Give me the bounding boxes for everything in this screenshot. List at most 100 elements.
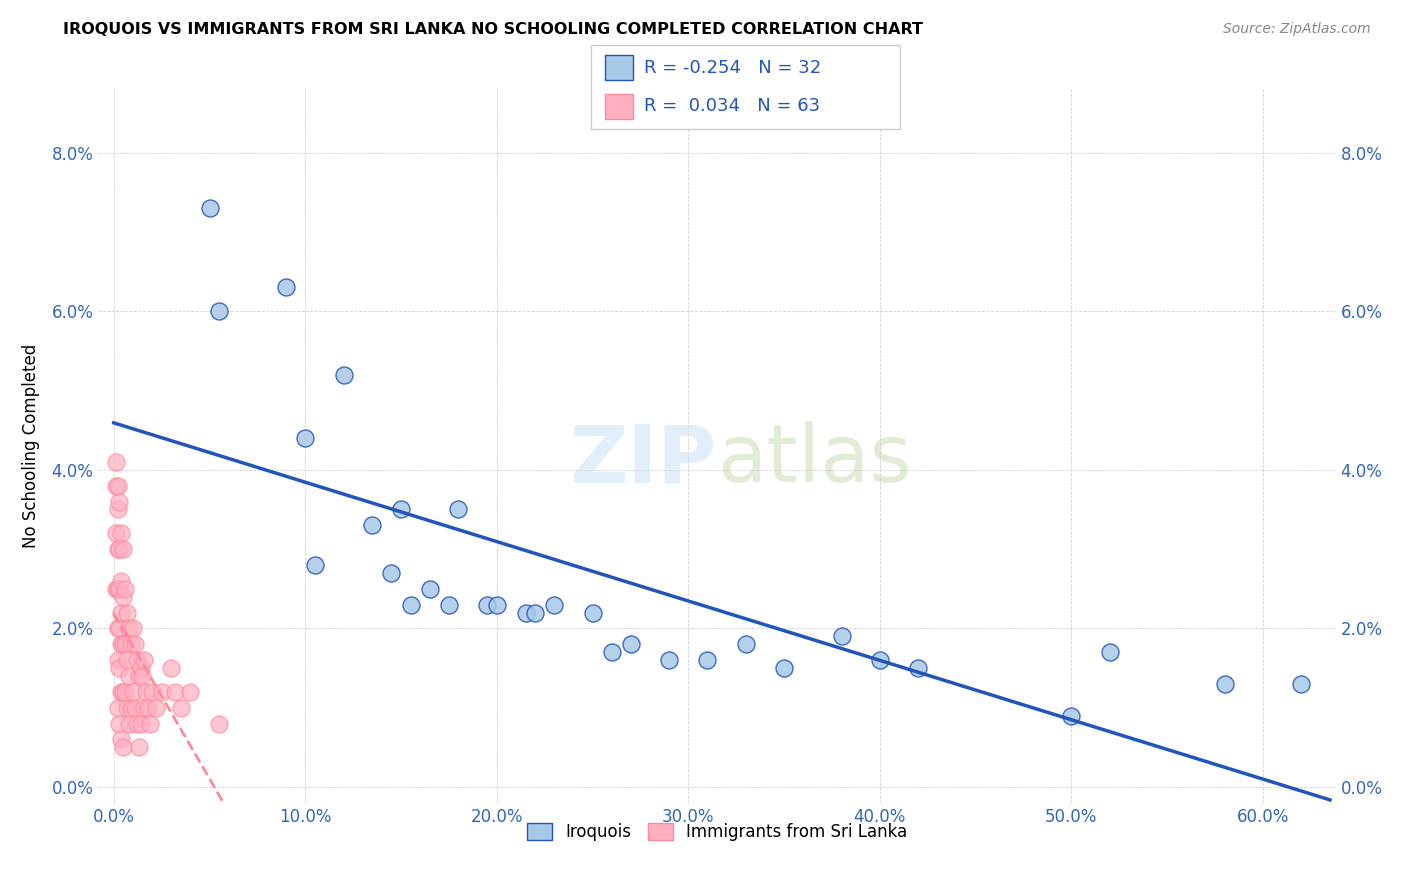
Legend: Iroquois, Immigrants from Sri Lanka: Iroquois, Immigrants from Sri Lanka bbox=[520, 816, 914, 848]
Point bbox=[104, 455, 127, 469]
Point bbox=[118, 621, 141, 635]
Point bbox=[141, 685, 163, 699]
Point bbox=[110, 606, 132, 620]
Point bbox=[419, 582, 441, 596]
Text: R =  0.034   N = 63: R = 0.034 N = 63 bbox=[644, 97, 820, 115]
Point bbox=[114, 685, 136, 699]
Point bbox=[831, 629, 853, 643]
Point bbox=[437, 598, 460, 612]
Point bbox=[124, 700, 146, 714]
Point bbox=[110, 732, 132, 747]
Point bbox=[1060, 708, 1083, 723]
Point bbox=[107, 653, 129, 667]
Point bbox=[114, 637, 136, 651]
Point bbox=[304, 558, 326, 572]
Point bbox=[163, 685, 186, 699]
Point bbox=[120, 637, 142, 651]
Point bbox=[115, 700, 138, 714]
Point bbox=[110, 526, 132, 541]
Point bbox=[108, 621, 131, 635]
Point bbox=[129, 661, 152, 675]
Point bbox=[134, 700, 156, 714]
Point bbox=[361, 518, 384, 533]
Point bbox=[145, 700, 167, 714]
Point bbox=[110, 574, 132, 588]
Point bbox=[1098, 645, 1121, 659]
Point bbox=[485, 598, 508, 612]
Point bbox=[107, 621, 129, 635]
Point bbox=[108, 494, 131, 508]
Point bbox=[107, 502, 129, 516]
Point bbox=[112, 590, 135, 604]
Point bbox=[1213, 677, 1236, 691]
Point bbox=[150, 685, 173, 699]
Point bbox=[108, 582, 131, 596]
Point bbox=[620, 637, 643, 651]
Point bbox=[112, 637, 135, 651]
Point bbox=[696, 653, 718, 667]
Text: ZIP: ZIP bbox=[569, 421, 717, 500]
Point bbox=[524, 606, 547, 620]
Point bbox=[118, 669, 141, 683]
Point bbox=[112, 685, 135, 699]
Point bbox=[128, 740, 150, 755]
Point bbox=[108, 661, 131, 675]
Point bbox=[274, 280, 297, 294]
Point bbox=[107, 542, 129, 557]
Point bbox=[332, 368, 354, 382]
Point bbox=[124, 637, 146, 651]
Point bbox=[139, 716, 162, 731]
Point bbox=[134, 653, 156, 667]
Point bbox=[118, 716, 141, 731]
Point bbox=[208, 716, 231, 731]
Point bbox=[477, 598, 499, 612]
Point bbox=[399, 598, 422, 612]
Point bbox=[122, 621, 145, 635]
Point bbox=[198, 201, 221, 215]
Point bbox=[128, 669, 150, 683]
Point bbox=[125, 653, 148, 667]
Point bbox=[907, 661, 929, 675]
Point bbox=[773, 661, 796, 675]
Point bbox=[380, 566, 402, 580]
Point bbox=[125, 716, 148, 731]
Point bbox=[107, 582, 129, 596]
Point bbox=[160, 661, 183, 675]
Point bbox=[120, 700, 142, 714]
Point bbox=[112, 740, 135, 755]
Point bbox=[110, 685, 132, 699]
Point bbox=[115, 606, 138, 620]
Point bbox=[869, 653, 891, 667]
Point bbox=[1289, 677, 1312, 691]
Point bbox=[543, 598, 565, 612]
Point bbox=[131, 669, 153, 683]
Point bbox=[447, 502, 470, 516]
Point bbox=[104, 526, 127, 541]
Point bbox=[389, 502, 412, 516]
Point bbox=[122, 685, 145, 699]
Point bbox=[135, 685, 157, 699]
Point bbox=[112, 542, 135, 557]
Point bbox=[734, 637, 756, 651]
Point bbox=[115, 653, 138, 667]
Point bbox=[108, 542, 131, 557]
Point bbox=[170, 700, 193, 714]
Y-axis label: No Schooling Completed: No Schooling Completed bbox=[22, 344, 41, 548]
Point bbox=[129, 716, 152, 731]
Point bbox=[108, 716, 131, 731]
Point bbox=[179, 685, 201, 699]
Point bbox=[107, 478, 129, 492]
Point bbox=[208, 304, 231, 318]
Point bbox=[294, 431, 316, 445]
Text: IROQUOIS VS IMMIGRANTS FROM SRI LANKA NO SCHOOLING COMPLETED CORRELATION CHART: IROQUOIS VS IMMIGRANTS FROM SRI LANKA NO… bbox=[63, 22, 924, 37]
Point bbox=[107, 700, 129, 714]
Point bbox=[658, 653, 681, 667]
Point bbox=[600, 645, 623, 659]
Point bbox=[110, 637, 132, 651]
Point bbox=[136, 700, 159, 714]
Point bbox=[104, 478, 127, 492]
Text: atlas: atlas bbox=[717, 421, 911, 500]
Point bbox=[114, 582, 136, 596]
Text: R = -0.254   N = 32: R = -0.254 N = 32 bbox=[644, 59, 821, 77]
Point bbox=[581, 606, 603, 620]
